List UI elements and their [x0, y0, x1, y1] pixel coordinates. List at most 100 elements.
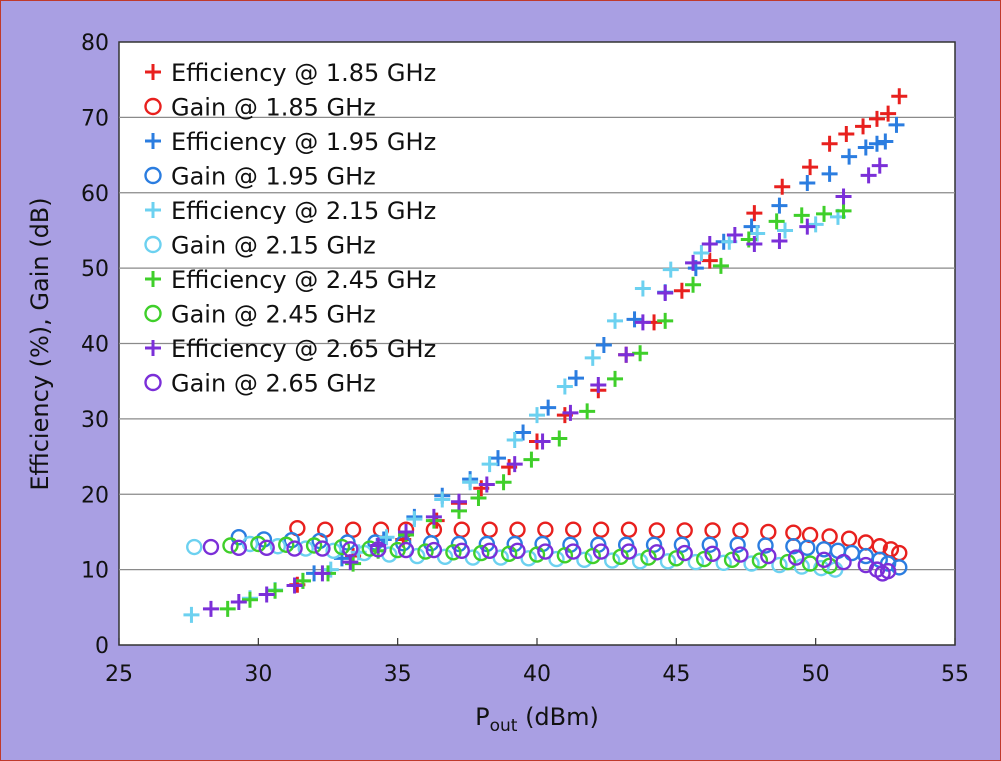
x-axis-title: Pout (dBm): [475, 703, 599, 736]
y-tick-label: 60: [81, 182, 109, 207]
gain-point: [732, 546, 749, 563]
efficiency-point: [286, 577, 303, 594]
efficiency-point: [378, 529, 395, 546]
efficiency-point: [835, 202, 852, 219]
series-9: [202, 538, 897, 582]
gain-point: [537, 543, 554, 560]
legend-plus-marker: [145, 340, 161, 356]
efficiency-point: [618, 346, 635, 363]
gain-point: [751, 552, 769, 569]
legend-item: Efficiency @ 2.15 GHz: [145, 197, 436, 225]
y-tick-label: 80: [81, 31, 109, 56]
legend-label: Efficiency @ 1.95 GHz: [171, 128, 436, 156]
gain-point: [787, 549, 805, 566]
gain-point: [565, 543, 582, 560]
legend-label: Gain @ 2.45 GHz: [171, 301, 376, 329]
efficiency-point: [793, 207, 810, 224]
efficiency-point: [877, 133, 894, 150]
efficiency-point: [888, 116, 905, 133]
gain-point: [278, 536, 295, 553]
gain-point: [779, 553, 796, 571]
legend-label: Efficiency @ 2.15 GHz: [171, 197, 436, 225]
series-layer: [183, 88, 908, 623]
efficiency-point: [523, 451, 540, 468]
efficiency-point: [568, 370, 585, 387]
efficiency-point: [835, 188, 852, 205]
y-tick-label: 40: [81, 333, 109, 358]
legend-item: Gain @ 1.85 GHz: [144, 94, 376, 122]
gain-point: [565, 521, 582, 538]
efficiency-point: [868, 135, 885, 152]
legend-circle-marker: [144, 97, 162, 116]
x-axis-title-subscript: out: [490, 716, 518, 736]
y-tick-label: 50: [81, 257, 109, 282]
gain-point: [729, 536, 746, 553]
gain-point: [186, 538, 203, 556]
efficiency-point: [425, 508, 442, 525]
gain-point: [230, 539, 248, 556]
gain-point: [604, 552, 621, 569]
gain-point: [757, 537, 774, 554]
gain-point: [342, 541, 359, 558]
efficiency-point: [551, 430, 568, 447]
efficiency-point: [258, 586, 275, 603]
efficiency-point: [860, 167, 877, 184]
legend-label: Efficiency @ 1.85 GHz: [171, 59, 436, 87]
efficiency-point: [540, 399, 557, 416]
y-axis-title: Efficiency (%), Gain (dB): [26, 197, 54, 490]
efficiency-point: [398, 523, 415, 540]
gain-point: [760, 547, 777, 565]
efficiency-point: [701, 236, 718, 253]
efficiency-point: [322, 561, 339, 578]
efficiency-point: [515, 424, 532, 441]
legend-plus-marker: [145, 271, 161, 287]
efficiency-point: [607, 312, 624, 329]
efficiency-point: [202, 600, 219, 617]
gain-point: [473, 544, 490, 562]
gain-point: [548, 550, 565, 568]
gain-point: [297, 540, 314, 557]
y-tick-label: 10: [81, 559, 109, 584]
x-tick-label: 40: [523, 662, 551, 687]
efficiency-point: [562, 404, 579, 421]
efficiency-point: [771, 232, 788, 249]
gain-point: [576, 551, 593, 569]
gain-point: [673, 536, 691, 553]
efficiency-point: [816, 205, 833, 222]
efficiency-point: [183, 606, 200, 623]
efficiency-point: [871, 157, 888, 174]
efficiency-point: [777, 222, 794, 239]
gain-point: [425, 541, 443, 559]
efficiency-point: [685, 276, 702, 293]
gain-point: [640, 549, 657, 566]
legend-circle-marker: [144, 373, 162, 392]
efficiency-point: [267, 582, 284, 599]
efficiency-point: [481, 456, 498, 473]
efficiency-point: [799, 218, 816, 235]
efficiency-point: [506, 456, 523, 473]
efficiency-point: [434, 491, 451, 508]
efficiency-point: [662, 261, 679, 278]
efficiency-point: [685, 254, 702, 271]
efficiency-point: [841, 148, 858, 165]
efficiency-point: [462, 474, 479, 491]
efficiency-point: [345, 555, 362, 572]
series-0: [289, 88, 908, 593]
efficiency-point: [595, 337, 612, 354]
gain-point: [620, 543, 638, 560]
legend-item: Gain @ 2.45 GHz: [144, 301, 376, 329]
efficiency-point: [241, 591, 258, 608]
gain-point: [771, 556, 788, 574]
legend-label: Efficiency @ 2.45 GHz: [171, 266, 436, 294]
efficiency-point: [478, 476, 495, 493]
x-tick-label: 25: [105, 662, 133, 687]
legend-plus-marker: [145, 64, 161, 80]
gain-point: [696, 550, 713, 568]
gain-point: [389, 541, 406, 559]
efficiency-point: [626, 311, 643, 328]
gain-point: [202, 538, 220, 556]
efficiency-point: [855, 118, 872, 135]
legend-label: Gain @ 1.85 GHz: [171, 94, 376, 122]
legend-item: Gain @ 1.95 GHz: [144, 163, 376, 191]
legend-item: Efficiency @ 1.95 GHz: [145, 128, 436, 156]
